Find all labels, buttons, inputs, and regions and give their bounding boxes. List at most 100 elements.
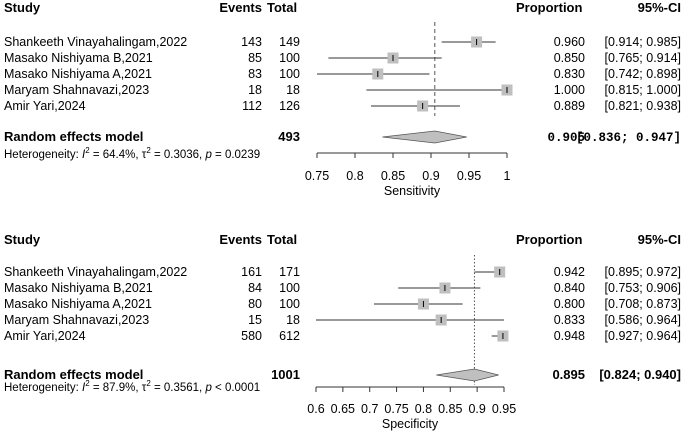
header-study: Study bbox=[4, 232, 41, 247]
study-events: 85 bbox=[248, 51, 262, 65]
study-total: 171 bbox=[279, 265, 300, 279]
summary-diamond bbox=[436, 368, 499, 382]
x-tick-label: 0.75 bbox=[384, 402, 408, 416]
study-row: Masako Nishiyama B,2021 85 100 0.850 [0.765;… bbox=[4, 51, 681, 65]
study-events: 580 bbox=[241, 329, 262, 343]
summary-total: 1001 bbox=[271, 367, 300, 382]
x-tick-label: 0.8 bbox=[415, 402, 432, 416]
summary-diamond bbox=[382, 130, 467, 144]
study-events: 84 bbox=[248, 281, 262, 295]
header-ci: 95%-CI bbox=[638, 0, 681, 15]
x-tick-label: 0.85 bbox=[438, 402, 462, 416]
study-name: Masako Nishiyama B,2021 bbox=[4, 51, 153, 65]
study-proportion: 0.889 bbox=[554, 99, 585, 113]
study-ci: [0.821; 0.938] bbox=[605, 99, 681, 113]
forest-panel-1: Study Events Total Proportion 95%-CI Shankeet… bbox=[4, 0, 681, 198]
study-ci: [0.708; 0.873] bbox=[605, 297, 681, 311]
header-total: Total bbox=[267, 232, 297, 247]
summary-label: Random effects model bbox=[4, 129, 143, 144]
study-events: 83 bbox=[248, 67, 262, 81]
x-tick-label: 0.95 bbox=[492, 402, 516, 416]
study-ci: [0.586; 0.964] bbox=[605, 313, 681, 327]
summary-ci: [0.836; 0.947] bbox=[576, 131, 681, 145]
header-proportion: Proportion bbox=[516, 232, 582, 247]
study-total: 100 bbox=[279, 297, 300, 311]
study-name: Maryam Shahnavazi,2023 bbox=[4, 313, 149, 327]
study-proportion: 0.850 bbox=[554, 51, 585, 65]
study-events: 161 bbox=[241, 265, 262, 279]
header-study: Study bbox=[4, 0, 41, 15]
x-tick-label: 0.85 bbox=[381, 169, 405, 183]
study-ci: [0.765; 0.914] bbox=[605, 51, 681, 65]
x-tick-label: 0.95 bbox=[457, 169, 481, 183]
heterogeneity-text: Heterogeneity: I2 = 87.9%, τ2 = 0.3561, … bbox=[4, 379, 260, 394]
study-ci: [0.895; 0.972] bbox=[605, 265, 681, 279]
study-name: Maryam Shahnavazi,2023 bbox=[4, 83, 149, 97]
study-row: Amir Yari,2024 580 612 0.948 [0.927; 0.964] bbox=[4, 329, 681, 343]
x-tick-label: 0.75 bbox=[305, 169, 329, 183]
study-row: Masako Nishiyama A,2021 80 100 0.800 [0.708;… bbox=[4, 297, 681, 311]
study-total: 18 bbox=[286, 313, 300, 327]
summary-row: Random effects model 1001 0.895 [0.824; 0.9… bbox=[4, 367, 681, 382]
study-events: 18 bbox=[248, 83, 262, 97]
study-row: Maryam Shahnavazi,2023 15 18 0.833 [0.586; 0… bbox=[4, 313, 681, 327]
study-proportion: 1.000 bbox=[554, 83, 585, 97]
header-events: Events bbox=[219, 232, 262, 247]
x-tick-label: 0.9 bbox=[422, 169, 439, 183]
header-events: Events bbox=[219, 0, 262, 15]
study-total: 126 bbox=[279, 99, 300, 113]
study-name: Amir Yari,2024 bbox=[4, 99, 86, 113]
x-tick-label: 0.8 bbox=[346, 169, 363, 183]
header-proportion: Proportion bbox=[516, 0, 582, 15]
study-name: Masako Nishiyama B,2021 bbox=[4, 281, 153, 295]
study-name: Shankeeth Vinayahalingam,2022 bbox=[4, 265, 187, 279]
study-name: Masako Nishiyama A,2021 bbox=[4, 297, 152, 311]
header-ci: 95%-CI bbox=[638, 232, 681, 247]
study-name: Shankeeth Vinayahalingam,2022 bbox=[4, 35, 187, 49]
study-ci: [0.742; 0.898] bbox=[605, 67, 681, 81]
summary-proportion: 0.905 bbox=[547, 131, 585, 145]
study-proportion: 0.948 bbox=[554, 329, 585, 343]
study-proportion: 0.942 bbox=[554, 265, 585, 279]
summary-label: Random effects model bbox=[4, 367, 143, 382]
study-proportion: 0.800 bbox=[554, 297, 585, 311]
forest-panel-2: Study Events Total Proportion 95%-CI Shankeet… bbox=[4, 232, 681, 431]
summary-total: 493 bbox=[278, 129, 300, 144]
study-proportion: 0.830 bbox=[554, 67, 585, 81]
study-row: Amir Yari,2024 112 126 0.889 [0.821; 0.938] bbox=[4, 99, 681, 113]
summary-ci: [0.824; 0.940] bbox=[599, 367, 681, 382]
study-total: 612 bbox=[279, 329, 300, 343]
study-row: Shankeeth Vinayahalingam,2022 161 171 0.942… bbox=[4, 265, 681, 279]
study-ci: [0.914; 0.985] bbox=[605, 35, 681, 49]
study-events: 15 bbox=[248, 313, 262, 327]
study-ci: [0.815; 1.000] bbox=[605, 83, 681, 97]
x-axis: 0.75 0.8 0.85 0.9 0.95 1 Sensitivity bbox=[305, 152, 511, 198]
study-proportion: 0.840 bbox=[554, 281, 585, 295]
study-row: Shankeeth Vinayahalingam,2022 143 149 0.960… bbox=[4, 35, 681, 49]
x-tick-label: 0.6 bbox=[307, 402, 324, 416]
study-ci: [0.927; 0.964] bbox=[605, 329, 681, 343]
study-proportion: 0.833 bbox=[554, 313, 585, 327]
summary-proportion: 0.895 bbox=[552, 367, 585, 382]
study-total: 100 bbox=[279, 67, 300, 81]
study-row: Maryam Shahnavazi,2023 18 18 1.000 [0.815; 1… bbox=[4, 83, 681, 97]
study-events: 143 bbox=[241, 35, 262, 49]
study-row: Masako Nishiyama B,2021 84 100 0.840 [0.753;… bbox=[4, 281, 681, 295]
study-name: Masako Nishiyama A,2021 bbox=[4, 67, 152, 81]
summary-row: Random effects model 493 0.905[0.836; 0.94… bbox=[4, 129, 681, 145]
x-tick-label: 0.9 bbox=[468, 402, 485, 416]
header-total: Total bbox=[267, 0, 297, 15]
x-axis-label: Specificity bbox=[382, 417, 439, 431]
x-tick-label: 0.7 bbox=[361, 402, 378, 416]
x-axis-label: Sensitivity bbox=[384, 184, 441, 198]
study-row: Masako Nishiyama A,2021 83 100 0.830 [0.742;… bbox=[4, 67, 681, 81]
study-total: 18 bbox=[286, 83, 300, 97]
x-tick-label: 1 bbox=[504, 169, 511, 183]
heterogeneity-text: Heterogeneity: I2 = 64.4%, τ2 = 0.3036, … bbox=[4, 146, 260, 161]
study-proportion: 0.960 bbox=[554, 35, 585, 49]
study-total: 100 bbox=[279, 281, 300, 295]
study-name: Amir Yari,2024 bbox=[4, 329, 86, 343]
x-axis: 0.6 0.65 0.7 0.75 0.8 0.85 0.9 0.95 Specificity bbox=[307, 386, 516, 431]
study-total: 149 bbox=[279, 35, 300, 49]
